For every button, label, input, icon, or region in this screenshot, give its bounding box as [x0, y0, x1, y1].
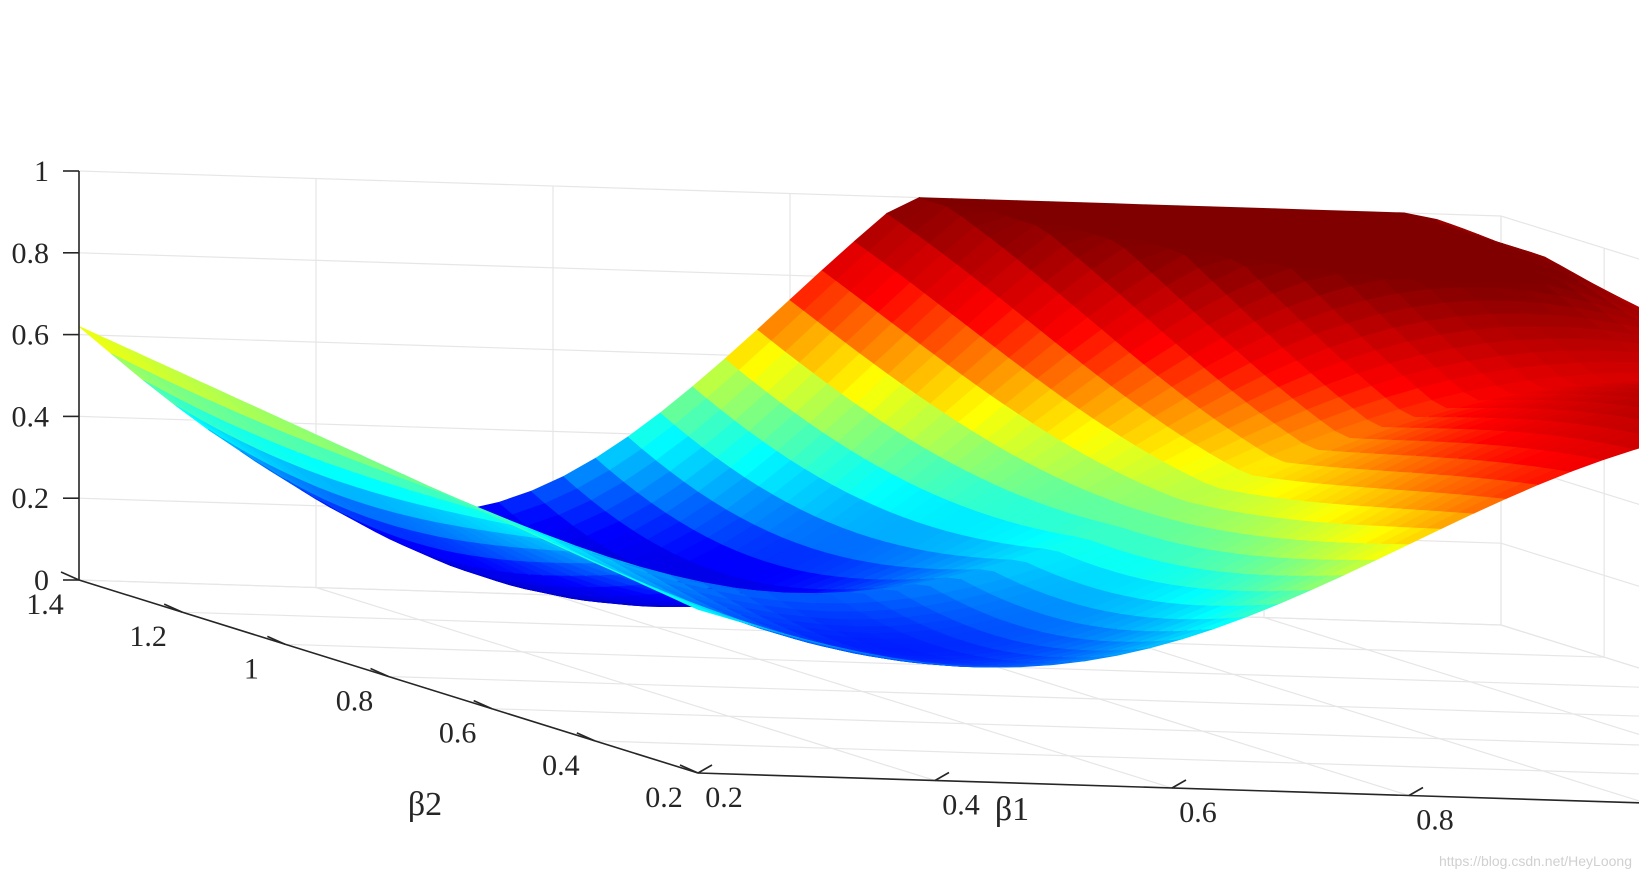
- grid-line-floor-y: [388, 675, 1639, 717]
- surface-patch: [1614, 296, 1639, 310]
- z-tick-label: 0.6: [12, 319, 50, 352]
- surface-patch: [78, 326, 126, 362]
- surface-patch: [1620, 323, 1639, 336]
- y-tick-label: 0.4: [542, 749, 580, 782]
- grid-line-floor-x: [1500, 624, 1639, 669]
- surface-patch: [1629, 351, 1639, 359]
- y-tick-label: 1.4: [26, 588, 64, 621]
- y-tick-mark: [163, 603, 183, 613]
- surface-patch: [1606, 313, 1639, 329]
- grid-line-floor-y: [697, 772, 1639, 804]
- grid-line-wall-yz: [1500, 542, 1639, 587]
- surface-patch: [1633, 304, 1639, 309]
- surface-patch: [1636, 382, 1639, 384]
- surface-patch: [1621, 440, 1639, 450]
- x-tick-mark: [1408, 786, 1424, 797]
- y-tick-label: 0.8: [336, 685, 374, 718]
- axes: 0 0.2 0.4 0.6 0.8 1 0.2 0.4 0.6 0.8 1 1.2 1.4 0.2 0.4 0…: [12, 155, 1639, 837]
- grid-line-floor-y: [491, 708, 1639, 746]
- surface-patch: [1626, 372, 1639, 381]
- x-tick-mark: [1171, 779, 1187, 789]
- surface-patch: [1632, 384, 1639, 387]
- y-tick-mark: [473, 699, 492, 710]
- grid-line-wall-yz: [1500, 460, 1639, 506]
- y-tick-mark: [679, 764, 699, 774]
- x-axis-line: [697, 772, 1639, 804]
- surface-patch: [1633, 404, 1639, 408]
- surface-patch: [1622, 381, 1639, 384]
- surface-patch: [1625, 426, 1639, 435]
- x-axis-label: β1: [995, 791, 1029, 828]
- surface-patch: [1629, 414, 1639, 420]
- surface-patch: [1610, 302, 1639, 317]
- x-tick-label: 0.6: [1179, 796, 1217, 829]
- surface-patch: [1619, 400, 1639, 407]
- surface-patch: [1634, 334, 1639, 339]
- x-tick-label: 0.2: [705, 781, 743, 814]
- y-tick-label: 1.2: [129, 620, 167, 653]
- surface: [78, 197, 1639, 668]
- x-tick-label: 0.8: [1416, 804, 1454, 837]
- surface-patch: [1615, 409, 1639, 418]
- surface-patch: [1628, 304, 1639, 312]
- surface-patch: [1615, 340, 1639, 354]
- y-axis-label: β2: [408, 786, 442, 823]
- z-tick-label: 0.2: [12, 482, 50, 515]
- y-tick-label: 0.2: [645, 781, 683, 814]
- surface-patch: [92, 332, 140, 369]
- grid-line-floor-y: [594, 740, 1639, 775]
- surface-patch: [1619, 297, 1639, 309]
- surface-patch: [1611, 361, 1639, 374]
- surface-patch: [1624, 311, 1639, 322]
- surface-patch: [1611, 420, 1639, 432]
- x-tick-mark: [934, 771, 950, 782]
- z-tick-label: 0.4: [12, 400, 50, 433]
- z-tick-label: 1: [34, 155, 49, 188]
- x-tick-label: 0.4: [942, 789, 980, 822]
- y-tick-label: 1: [244, 652, 259, 685]
- y-tick-mark: [60, 571, 80, 581]
- surface-patch: [1627, 388, 1639, 391]
- y-tick-mark: [267, 635, 286, 646]
- grid-line-wall-yz: [1500, 215, 1639, 260]
- z-tick-label: 0: [34, 564, 49, 597]
- x-tick-mark: [697, 764, 713, 774]
- y-tick-mark: [576, 732, 596, 742]
- watermark-text: https://blog.csdn.net/HeyLoong: [1439, 853, 1632, 869]
- y-tick-mark: [370, 667, 389, 678]
- y-tick-label: 0.6: [439, 717, 477, 750]
- z-tick-label: 0.8: [12, 237, 50, 270]
- grid-line-wall-yz: [1500, 624, 1639, 669]
- surface-patch: [1623, 393, 1639, 398]
